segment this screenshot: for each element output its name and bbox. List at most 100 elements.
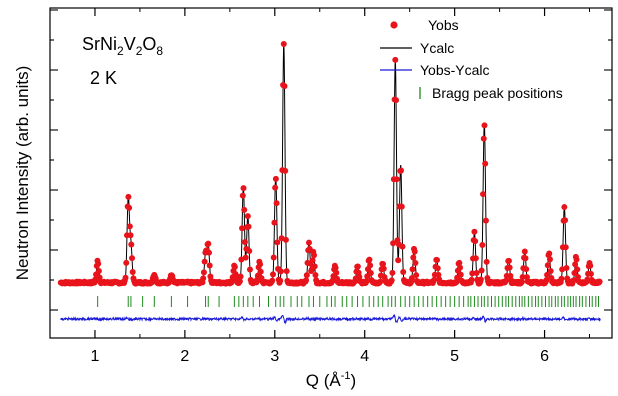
obs-point [241,239,248,246]
obs-point [561,204,568,211]
obs-point [390,240,397,247]
obs-point [472,238,479,245]
legend-calc-label: Ycalc [420,40,454,56]
formula-part: O [142,34,156,54]
obs-point [95,267,102,274]
obs-point [245,223,252,230]
x-tick-label: 2 [180,348,189,365]
obs-point [558,275,565,282]
obs-point [272,184,279,191]
diff-curve-layer [60,313,601,325]
obs-point [596,278,603,285]
obs-point [573,256,580,263]
obs-point [482,217,489,224]
obs-point [519,273,526,280]
obs-point [311,263,318,270]
obs-point [272,175,279,182]
obs-point [413,272,420,279]
formula-part: SrNi [82,34,117,54]
obs-point [503,277,510,284]
obs-point [303,277,310,284]
obs-point [563,264,570,271]
obs-point [478,267,485,274]
obs-point [126,223,133,230]
temperature-annotation: 2 K [90,68,117,88]
obs-point [200,275,207,282]
obs-point [270,254,277,261]
obs-point [434,265,441,272]
obs-point [409,266,416,273]
obs-point [270,271,276,278]
obs-point [309,257,316,264]
obs-point [544,262,551,269]
obs-point [434,257,441,264]
obs-point [377,278,384,285]
obs-point [453,279,460,286]
x-axis-ticks [49,8,591,338]
obs-point [257,261,264,268]
x-tick-label: 4 [360,348,369,365]
obs-point [399,243,406,250]
obs-point [303,272,310,279]
obs-point [127,232,134,239]
obs-point [543,277,550,284]
obs-point [398,167,405,174]
obs-point [389,269,396,276]
obs-point [480,135,487,142]
obs-point [95,260,102,267]
obs-point [570,277,577,284]
obs-point [281,83,288,90]
obs-point [239,225,246,232]
formula-subscript: 2 [136,44,143,58]
obs-point [412,260,419,267]
obs-point [505,257,512,264]
obs-point [237,273,244,280]
legend: Yobs Ycalc Yobs-Ycalc Bragg peak positio… [380,17,563,101]
obs-point [471,228,478,235]
obs-point [239,192,246,199]
x-axis-tick-labels: 1 2 3 4 5 6 [91,348,550,365]
obs-point [380,260,387,267]
x-tick-label: 3 [270,348,279,365]
formula-subscript: 2 [117,44,124,58]
obs-point [380,265,387,272]
obs-point [388,277,395,284]
obs-point [544,271,551,278]
y-axis-label: Neutron Intensity (arb. units) [13,66,32,280]
obs-point [205,249,212,256]
obs-point [482,160,489,167]
obs-point [123,259,130,266]
obs-point [410,254,417,261]
obs-point [562,217,569,224]
obs-point [518,278,525,285]
obs-point [125,193,132,200]
obs-point [129,269,136,276]
obs-point [333,269,340,276]
obs-point [96,274,103,281]
legend-obs-marker [390,21,398,29]
x-axis-label-main: Q (Å [306,371,342,390]
obs-point [126,204,133,211]
obs-point [473,270,480,277]
plot-frame [49,7,613,339]
x-axis-label: Q (Å-1) [306,370,356,390]
formula-subscript: 8 [156,44,163,58]
obs-point [456,259,463,266]
obs-point [483,258,490,265]
obs-point [457,264,464,271]
obs-point [587,270,594,277]
obs-point [469,270,476,277]
obs-point [363,278,370,285]
obs-point [240,185,247,192]
obs-point [408,275,415,282]
obs-point [305,239,312,246]
obs-point [205,240,212,247]
x-tick-label: 6 [540,348,549,365]
obs-point [479,242,486,248]
obs-point [393,97,400,104]
obs-point [311,252,318,259]
obs-point [431,276,438,283]
obs-point [274,239,281,246]
obs-point [241,206,248,213]
